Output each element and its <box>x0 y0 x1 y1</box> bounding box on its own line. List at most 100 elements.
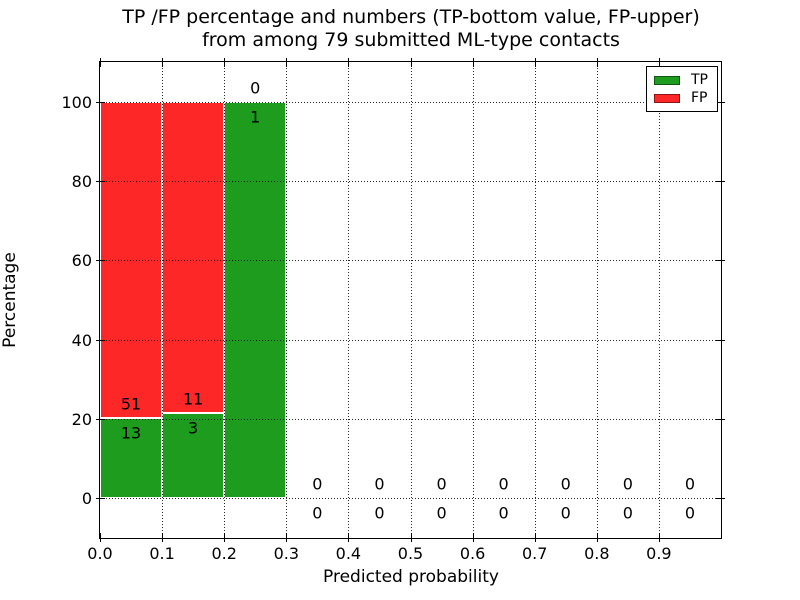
y-tick-label: 80 <box>71 172 92 191</box>
fp-count-label: 0 <box>560 474 571 494</box>
tp-count-label: 0 <box>622 503 633 523</box>
y-tick-label: 40 <box>71 330 92 350</box>
y-tick-mark <box>96 101 105 103</box>
fp-count-label: 0 <box>374 474 385 494</box>
vertical-gridline <box>472 62 474 538</box>
y-tick-label: 20 <box>71 410 92 429</box>
x-tick-label: 0.4 <box>335 544 362 563</box>
fp-legend-swatch <box>654 93 680 103</box>
vertical-gridline <box>596 62 598 538</box>
horizontal-gridline <box>100 339 721 341</box>
x-tick-label: 0.7 <box>521 544 548 563</box>
fp-legend-label: FP <box>691 90 708 106</box>
y-tick-mark <box>716 419 725 420</box>
x-tick-label: 0.8 <box>584 544 610 563</box>
x-tick-mark <box>534 533 536 542</box>
x-tick-label: 0.2 <box>211 544 237 563</box>
y-tick-label: 100 <box>61 92 92 112</box>
fp-count-label: 0 <box>250 78 261 98</box>
tp-count-label: 13 <box>120 423 142 443</box>
x-tick-label: 0.0 <box>87 544 113 563</box>
tp-count-label: 0 <box>560 503 571 523</box>
tp-legend-swatch <box>654 75 680 85</box>
y-axis-label: Percentage <box>0 252 20 348</box>
fp-count-label: 0 <box>436 474 447 494</box>
horizontal-gridline <box>100 101 721 103</box>
fp-bar-segment <box>100 101 163 418</box>
horizontal-gridline <box>100 498 721 500</box>
vertical-gridline <box>658 62 660 538</box>
tp-count-label: 0 <box>312 503 323 523</box>
x-axis-label: Predicted probability <box>323 567 499 587</box>
x-tick-label: 0.1 <box>149 544 175 563</box>
tp-bar-segment <box>100 417 163 499</box>
legend: TP FP <box>646 66 718 112</box>
x-tick-mark <box>100 533 101 542</box>
y-tick-label: 60 <box>71 251 92 271</box>
fp-count-label: 0 <box>684 474 696 494</box>
y-tick-mark <box>716 260 725 262</box>
x-tick-mark <box>100 58 101 67</box>
vertical-gridline <box>162 62 164 538</box>
x-tick-label: 0.5 <box>397 544 424 563</box>
x-tick-label: 0.3 <box>273 544 300 563</box>
vertical-gridline <box>224 62 226 538</box>
x-tick-mark <box>348 533 350 542</box>
tp-count-label: 3 <box>188 418 199 438</box>
x-tick-mark <box>224 533 226 542</box>
horizontal-gridline <box>100 260 721 262</box>
x-tick-label: 0.6 <box>459 544 486 563</box>
x-tick-mark <box>658 58 660 67</box>
x-tick-mark <box>286 58 288 67</box>
vertical-gridline <box>286 62 288 538</box>
fp-count-label: 0 <box>498 474 509 494</box>
x-tick-mark <box>658 533 660 542</box>
y-tick-mark <box>96 419 105 420</box>
x-tick-mark <box>410 533 412 542</box>
fp-count-label: 51 <box>120 394 142 414</box>
tp-count-label: 0 <box>436 503 447 523</box>
y-tick-mark <box>96 339 105 341</box>
x-tick-mark <box>596 58 598 67</box>
y-tick-mark <box>96 181 105 182</box>
horizontal-gridline <box>100 181 721 182</box>
x-tick-mark <box>224 58 226 67</box>
tp-count-label: 0 <box>498 503 509 523</box>
x-tick-mark <box>162 58 164 67</box>
fp-count-label: 0 <box>622 474 633 494</box>
tp-count-label: 0 <box>684 503 696 523</box>
plot-area: 51 13 11 3 0 1 0 0 0 0 0 0 0 0 0 0 0 0 0 0 <box>96 58 725 542</box>
x-tick-mark <box>472 58 474 67</box>
y-tick-mark <box>716 181 725 182</box>
vertical-gridline <box>410 62 412 538</box>
vertical-gridline <box>534 62 536 538</box>
tp-count-label: 0 <box>374 503 385 523</box>
chart-title-line1: TP /FP percentage and numbers (TP-bottom… <box>122 6 700 28</box>
x-tick-mark <box>472 533 474 542</box>
legend-entry-tp: TP <box>654 73 717 87</box>
fp-bar-segment <box>162 101 225 414</box>
horizontal-gridline <box>100 419 721 420</box>
fp-count-label: 11 <box>182 389 204 409</box>
x-tick-mark <box>162 533 164 542</box>
tp-legend-label: TP <box>691 72 708 88</box>
y-tick-mark <box>716 339 725 341</box>
y-tick-mark <box>716 101 725 103</box>
x-tick-mark <box>348 58 350 67</box>
x-tick-mark <box>534 58 536 67</box>
tp-bar-segment <box>224 101 287 499</box>
y-tick-mark <box>716 498 725 500</box>
chart-title-line2: from among 79 submitted ML-type contacts <box>202 29 620 51</box>
x-tick-mark <box>286 533 288 542</box>
chart-title: TP /FP percentage and numbers (TP-bottom… <box>100 6 722 52</box>
y-tick-mark <box>96 260 105 262</box>
y-tick-mark <box>96 498 105 500</box>
legend-entry-fp: FP <box>654 91 717 105</box>
x-tick-mark <box>596 533 598 542</box>
x-tick-mark <box>410 58 412 67</box>
vertical-gridline <box>348 62 350 538</box>
y-tick-label: 0 <box>81 489 92 509</box>
fp-count-label: 0 <box>312 474 323 494</box>
x-tick-label: 0.9 <box>646 544 672 563</box>
